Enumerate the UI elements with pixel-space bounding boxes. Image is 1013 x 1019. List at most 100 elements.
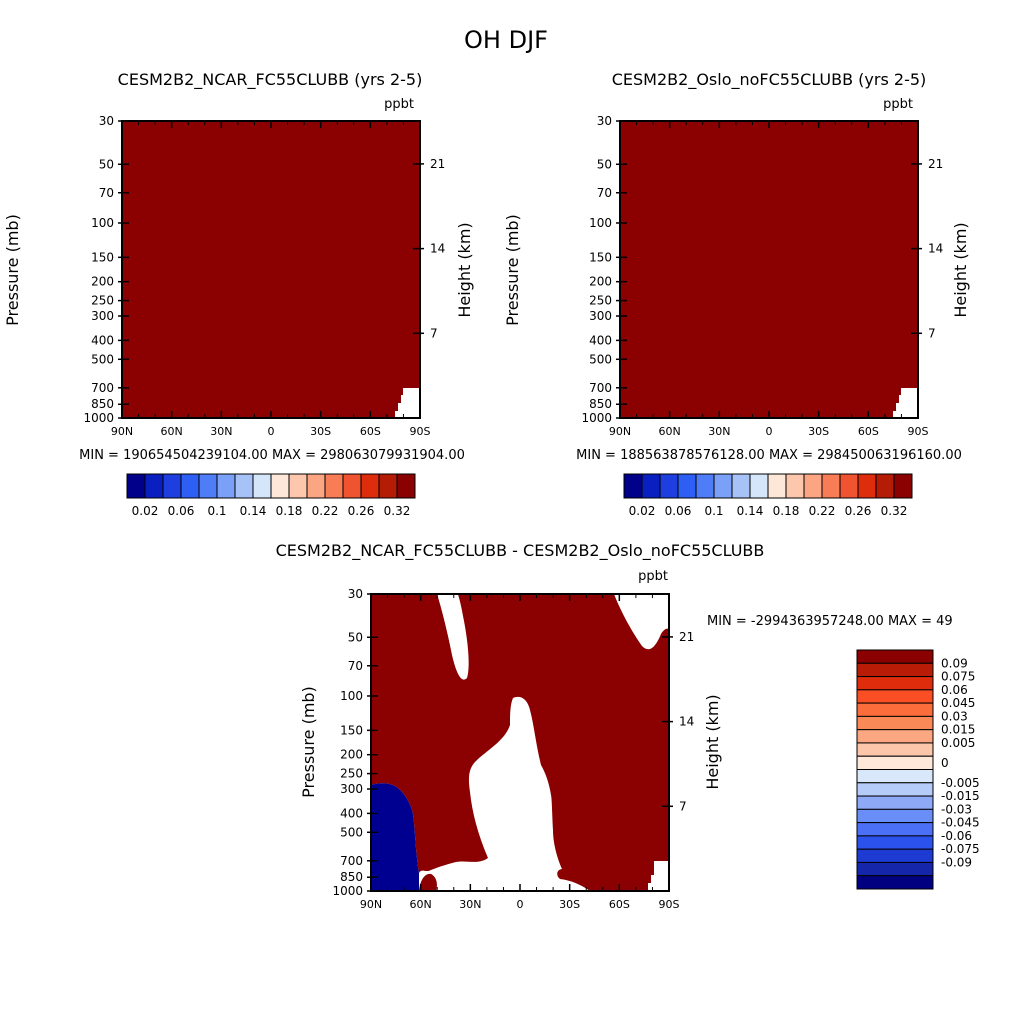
- panel-diff-colorbar-box: [856, 742, 934, 757]
- panel-oslo-pressure-tick-label: 30: [597, 114, 612, 128]
- panel-diff-colorbar-label: -0.015: [941, 789, 980, 803]
- panel-ncar-colorbar-box: [252, 473, 272, 499]
- panel-diff-pressure-tick-label: 150: [340, 723, 363, 737]
- panel-ncar-pressure-tick-label: 200: [91, 275, 114, 289]
- panel-ncar-colorbar-box: [216, 473, 236, 499]
- panel-diff-colorbar-label: 0.015: [941, 723, 975, 737]
- panel-oslo-pressure-tick-label: 200: [589, 275, 612, 289]
- panel-diff-colorbar-box: [856, 848, 934, 863]
- panel-oslo-colorbar-label: 0.06: [665, 504, 692, 518]
- panel-ncar-colorbar-box: [162, 473, 182, 499]
- panel-diff-colorbar-box: [856, 715, 934, 731]
- panel-diff-colorbar-label: 0.075: [941, 670, 975, 684]
- panel-oslo-colorbar-box: [641, 473, 661, 499]
- panel-diff-colorbar-box: [856, 662, 934, 678]
- panel-ncar-lat-tick-label: 90N: [111, 425, 133, 438]
- panel-ncar-colorbar-box: [342, 473, 362, 499]
- panel-ncar-minmax: MIN = 190654504239104.00 MAX = 298063079…: [79, 448, 465, 463]
- panel-diff-colorbar-box: [856, 729, 934, 744]
- panel-oslo-lat-tick-label: 30S: [808, 425, 829, 438]
- panel-oslo-colorbar: 0.02 0.06 0.1 0.14 0.18 0.22 0.26 0.32: [623, 473, 913, 518]
- panel-ncar-pressure-tick-label: 250: [91, 294, 114, 308]
- panel-diff-colorbar-label: 0.09: [941, 656, 968, 670]
- panel-diff-colorbar-box: [856, 835, 934, 850]
- panel-diff: CESM2B2_NCAR_FC55CLUBB - CESM2B2_Oslo_no…: [276, 541, 980, 911]
- panel-diff-pressure-tick-label: 200: [340, 748, 363, 762]
- panel-diff-colorbar-label: 0.03: [941, 709, 968, 723]
- panel-oslo-height-label: Height (km): [951, 222, 970, 317]
- panel-oslo-colorbar-label: 0.22: [809, 504, 836, 518]
- panel-diff-colorbar-box: [856, 676, 934, 691]
- panel-oslo-pressure-tick-label: 250: [589, 294, 612, 308]
- panel-ncar-colorbar-box: [306, 473, 326, 499]
- panel-oslo-colorbar-label: 0.18: [773, 504, 800, 518]
- panel-diff-negative-region: [371, 783, 419, 891]
- panel-diff-lat-tick-label: 60S: [609, 898, 630, 911]
- panel-ncar-colorbar: 0.02 0.06 0.1 0.14 0.18 0.22 0.26 0.32: [126, 473, 416, 518]
- panel-diff-title: CESM2B2_NCAR_FC55CLUBB - CESM2B2_Oslo_no…: [276, 541, 765, 561]
- panel-oslo-pressure-tick-label: 400: [589, 333, 612, 347]
- panel-ncar-pressure-tick-label: 70: [99, 186, 114, 200]
- panel-oslo-lat-tick-label: 90S: [908, 425, 929, 438]
- panel-diff-colorbar-box: [856, 875, 934, 890]
- panel-oslo-pressure-tick-label: 1000: [581, 411, 612, 425]
- panel-ncar-colorbar-label: 0.22: [312, 504, 339, 518]
- panel-ncar-colorbar-label: 0.06: [168, 504, 195, 518]
- panel-ncar-height-tick-label: 21: [430, 157, 445, 171]
- panel-diff-lat-tick-label: 90S: [659, 898, 680, 911]
- panel-diff-pressure-tick-label: 500: [340, 825, 363, 839]
- panel-oslo-pressure-tick-label: 300: [589, 309, 612, 323]
- panel-ncar-pressure-tick-label: 30: [99, 114, 114, 128]
- panel-ncar-colorbar-box: [180, 473, 200, 499]
- panel-diff-surface-blob: [419, 873, 437, 891]
- panel-oslo-lat-tick-label: 90N: [609, 425, 631, 438]
- panel-ncar-pressure-tick-label: 150: [91, 250, 114, 264]
- panel-ncar-lat-tick-label: 90S: [410, 425, 431, 438]
- panel-ncar-lat-tick-label: 30N: [210, 425, 232, 438]
- panel-oslo-missing-region: [893, 388, 918, 418]
- panel-oslo-colorbar-box: [839, 473, 859, 499]
- panel-ncar-pressure-tick-label: 100: [91, 216, 114, 230]
- panel-oslo-colorbar-box: [767, 473, 787, 499]
- panel-oslo-colorbar-box: [875, 473, 895, 499]
- panel-diff-colorbar-box: [856, 822, 934, 837]
- panel-ncar-lat-tick-label: 60S: [360, 425, 381, 438]
- panel-ncar-pressure-tick-label: 700: [91, 381, 114, 395]
- panel-diff-colorbar-label: 0.06: [941, 683, 968, 697]
- panel-diff-pressure-tick-label: 50: [348, 630, 363, 644]
- panel-diff-lat-tick-label: 0: [517, 898, 524, 911]
- panel-oslo-colorbar-box: [695, 473, 715, 499]
- panel-diff-lat-tick-label: 90N: [360, 898, 382, 911]
- panel-diff-height-tick-label: 14: [679, 715, 694, 729]
- panel-ncar-colorbar-label: 0.1: [207, 504, 226, 518]
- panel-diff-height-label: Height (km): [703, 694, 722, 789]
- panel-ncar: CESM2B2_NCAR_FC55CLUBB (yrs 2-5) ppbt Pr…: [3, 70, 474, 518]
- panel-diff-colorbar-box: [856, 702, 934, 717]
- panel-oslo-colorbar-box: [785, 473, 805, 499]
- panel-oslo-height-tick-label: 14: [928, 242, 943, 256]
- panel-oslo-colorbar-label: 0.26: [845, 504, 872, 518]
- panel-diff-colorbar-box: [856, 808, 934, 824]
- panel-ncar-colorbar-box: [288, 473, 308, 499]
- panel-oslo-height-tick-label: 21: [928, 157, 943, 171]
- panel-diff-colorbar-label: -0.09: [941, 855, 972, 869]
- panel-oslo-pressure-tick-label: 100: [589, 216, 612, 230]
- panel-oslo-colorbar-label: 0.02: [629, 504, 656, 518]
- panel-ncar-pressure-tick-label: 500: [91, 352, 114, 366]
- panel-ncar-colorbar-box: [360, 473, 380, 499]
- panel-oslo-lat-tick-label: 60S: [858, 425, 879, 438]
- panel-diff-pressure-tick-label: 400: [340, 806, 363, 820]
- panel-oslo-colorbar-box: [677, 473, 697, 499]
- panel-ncar-height-tick-label: 7: [430, 326, 438, 340]
- panel-diff-colorbar-box: [856, 649, 934, 664]
- panel-ncar-axes: 3050701001502002503004005007008501000211…: [83, 114, 445, 438]
- panel-diff-colorbar-box: [856, 769, 934, 784]
- panel-diff-height-tick-label: 21: [679, 630, 694, 644]
- panel-diff-colorbar-box: [856, 861, 934, 877]
- panel-diff-colorbar-label: -0.06: [941, 829, 972, 843]
- panel-diff-colorbar-box: [856, 689, 934, 704]
- panel-diff-colorbar-box: [856, 795, 934, 810]
- panel-diff-colorbar-label: -0.075: [941, 842, 980, 856]
- panel-ncar-missing-region: [395, 388, 420, 418]
- panel-diff-colorbar-label: 0.045: [941, 696, 975, 710]
